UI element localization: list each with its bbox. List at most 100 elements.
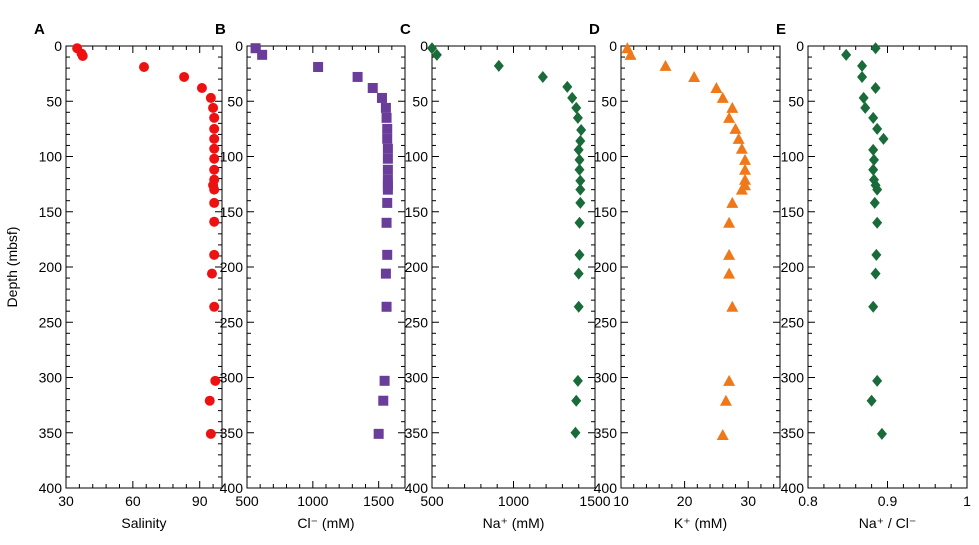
data-point <box>257 49 268 60</box>
data-point <box>382 174 393 185</box>
data-point <box>624 48 637 60</box>
data-point <box>726 300 739 312</box>
data-point <box>208 102 219 113</box>
y-tick-label: 250 <box>781 314 805 330</box>
data-point <box>381 217 392 228</box>
data-point <box>876 427 887 440</box>
data-point <box>571 394 582 407</box>
data-point <box>209 143 220 154</box>
y-tick-label: 150 <box>781 204 805 220</box>
data-point <box>723 267 736 279</box>
y-tick-label: 0 <box>609 38 617 54</box>
y-axis-title: Depth (mbsf) <box>4 227 20 308</box>
panel-d <box>620 42 781 489</box>
y-tick-label: 400 <box>594 480 618 496</box>
x-axis-title: Na⁺ / Cl⁻ <box>859 515 917 531</box>
data-point <box>562 80 573 93</box>
data-point <box>380 268 391 279</box>
data-point <box>205 92 216 103</box>
data-point <box>382 133 393 144</box>
x-tick-label: 1500 <box>363 493 394 509</box>
x-tick-label: 0.8 <box>798 493 818 509</box>
data-point <box>735 183 748 195</box>
data-point <box>179 71 190 82</box>
data-point <box>688 70 701 82</box>
y-tick-label: 100 <box>39 149 63 165</box>
data-point <box>575 135 586 148</box>
panel-letter: A <box>34 21 45 38</box>
y-tick-label: 350 <box>405 425 429 441</box>
data-point <box>209 133 220 144</box>
data-point <box>710 81 723 93</box>
y-tick-label: 100 <box>220 149 244 165</box>
data-point <box>574 216 585 229</box>
data-point <box>382 184 393 195</box>
data-point <box>868 300 879 313</box>
data-point <box>723 216 736 228</box>
data-point <box>574 163 585 176</box>
data-point <box>381 301 392 312</box>
data-point <box>841 48 852 61</box>
x-tick-label: 30 <box>740 493 756 509</box>
data-point <box>572 111 583 124</box>
y-tick-label: 200 <box>594 259 618 275</box>
y-tick-label: 350 <box>781 425 805 441</box>
data-point <box>431 48 442 61</box>
y-tick-label: 250 <box>39 314 63 330</box>
data-point <box>573 267 584 280</box>
data-point <box>869 196 880 209</box>
data-point <box>726 196 739 208</box>
data-point <box>723 374 736 386</box>
data-point <box>872 122 883 135</box>
data-point <box>373 428 384 439</box>
data-point <box>139 61 149 72</box>
y-tick-label: 250 <box>594 314 618 330</box>
y-tick-label: 0 <box>796 38 804 54</box>
data-point <box>872 374 883 387</box>
y-tick-label: 100 <box>781 149 805 165</box>
y-tick-label: 50 <box>46 93 62 109</box>
data-point <box>572 374 583 387</box>
data-point <box>427 42 437 55</box>
plot-frame <box>807 45 968 489</box>
data-point <box>367 82 378 93</box>
x-tick-label: 20 <box>677 493 693 509</box>
data-point <box>872 183 883 196</box>
data-point <box>209 123 220 134</box>
x-tick-label: 1000 <box>498 493 529 509</box>
data-point <box>382 164 393 175</box>
y-tick-label: 300 <box>39 370 63 386</box>
data-point <box>719 394 732 406</box>
data-point <box>352 71 363 82</box>
y-tick-label: 400 <box>220 480 244 496</box>
data-point <box>382 123 393 134</box>
panel-letter: E <box>776 21 786 38</box>
data-point <box>204 395 215 406</box>
data-point <box>376 92 387 103</box>
data-point <box>573 300 584 313</box>
data-point <box>574 248 585 261</box>
y-tick-label: 100 <box>405 149 429 165</box>
panel-letter: C <box>400 21 411 38</box>
data-point <box>209 249 220 260</box>
panel-a <box>65 43 223 489</box>
y-tick-label: 0 <box>54 38 62 54</box>
panel-c <box>427 42 596 489</box>
data-point <box>739 173 752 185</box>
data-point <box>868 143 879 156</box>
y-tick-label: 100 <box>594 149 618 165</box>
data-point <box>726 101 739 113</box>
data-point <box>205 428 216 439</box>
x-tick-label: 1500 <box>579 493 610 509</box>
data-point <box>493 59 504 72</box>
plot-frame <box>65 45 223 489</box>
y-tick-label: 50 <box>601 93 617 109</box>
data-point <box>716 428 729 440</box>
panel-e <box>807 42 968 489</box>
data-point <box>857 70 868 83</box>
data-point <box>868 153 879 166</box>
y-tick-label: 300 <box>405 370 429 386</box>
data-point <box>857 59 868 72</box>
data-point <box>382 249 393 260</box>
plot-frame <box>620 45 781 489</box>
